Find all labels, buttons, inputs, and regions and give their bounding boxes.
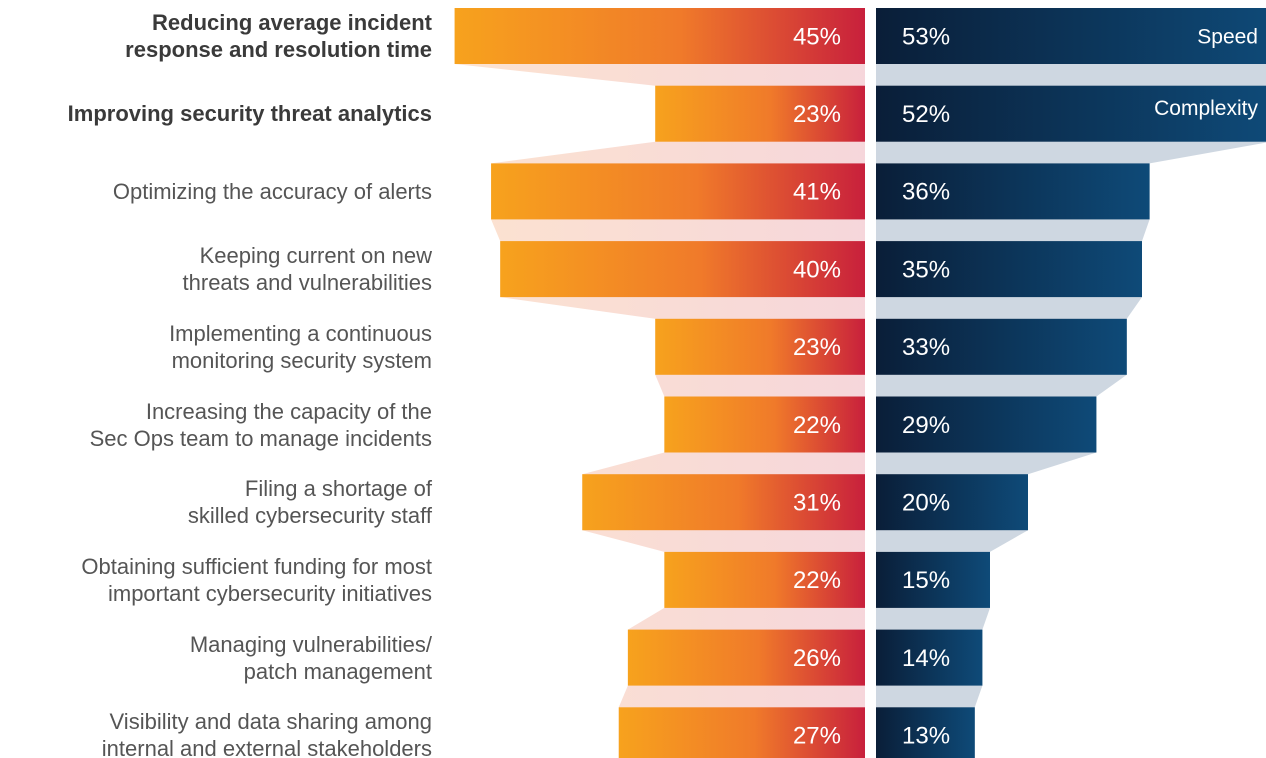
category-label: Filing a shortage of skilled cybersecuri… [187, 476, 432, 529]
value-label: 15% [902, 567, 950, 594]
complexity-bar [876, 474, 1028, 531]
value-label: 26% [793, 645, 841, 672]
speed-bar [664, 396, 865, 453]
speed-bar [618, 707, 865, 758]
speed-bar [454, 8, 865, 64]
value-label: 45% [793, 23, 841, 50]
value-label: 23% [793, 334, 841, 361]
speed-bar [582, 474, 865, 531]
value-label: 35% [902, 256, 950, 283]
complexity-bar [876, 707, 975, 758]
value-label: 36% [902, 179, 950, 206]
value-label: 20% [902, 490, 950, 517]
category-label: Keeping current on new threats and vulne… [182, 243, 432, 296]
category-label: Reducing average incident response and r… [125, 10, 432, 62]
complexity-bar [876, 396, 1097, 453]
complexity-bar [876, 8, 1266, 64]
value-label: 53% [902, 23, 950, 50]
complexity-bar [876, 241, 1142, 298]
value-label: 41% [793, 179, 841, 206]
legend-label: Speed [1197, 26, 1258, 49]
value-label: 22% [793, 567, 841, 594]
value-label: 27% [793, 723, 841, 750]
speed-bar [664, 551, 865, 608]
speed-bar [627, 629, 865, 686]
legend-label: Complexity [1154, 97, 1258, 120]
speed-bar [655, 318, 865, 375]
complexity-bar [876, 85, 1266, 142]
category-label: Implementing a continuous monitoring sec… [169, 320, 432, 373]
value-label: 40% [793, 256, 841, 283]
value-label: 52% [902, 101, 950, 128]
category-label: Increasing the capacity of the Sec Ops t… [89, 398, 432, 451]
value-label: 13% [902, 723, 950, 750]
speed-bar [500, 241, 865, 298]
category-label: Obtaining sufficient funding for most im… [81, 553, 432, 606]
complexity-bar [876, 163, 1150, 220]
value-label: 33% [902, 334, 950, 361]
value-label: 22% [793, 412, 841, 439]
complexity-bar [876, 318, 1127, 375]
value-label: 29% [902, 412, 950, 439]
speed-bar [655, 85, 865, 142]
category-label: Improving security threat analytics [67, 101, 432, 127]
complexity-bar [876, 551, 990, 608]
value-label: 31% [793, 490, 841, 517]
value-label: 14% [902, 645, 950, 672]
category-label: Optimizing the accuracy of alerts [112, 178, 432, 204]
category-label: Managing vulnerabilities/ patch manageme… [189, 631, 432, 684]
category-label: Visibility and data sharing among intern… [101, 709, 432, 758]
speed-bar [491, 163, 865, 220]
value-label: 23% [793, 101, 841, 128]
complexity-bar [876, 629, 983, 686]
